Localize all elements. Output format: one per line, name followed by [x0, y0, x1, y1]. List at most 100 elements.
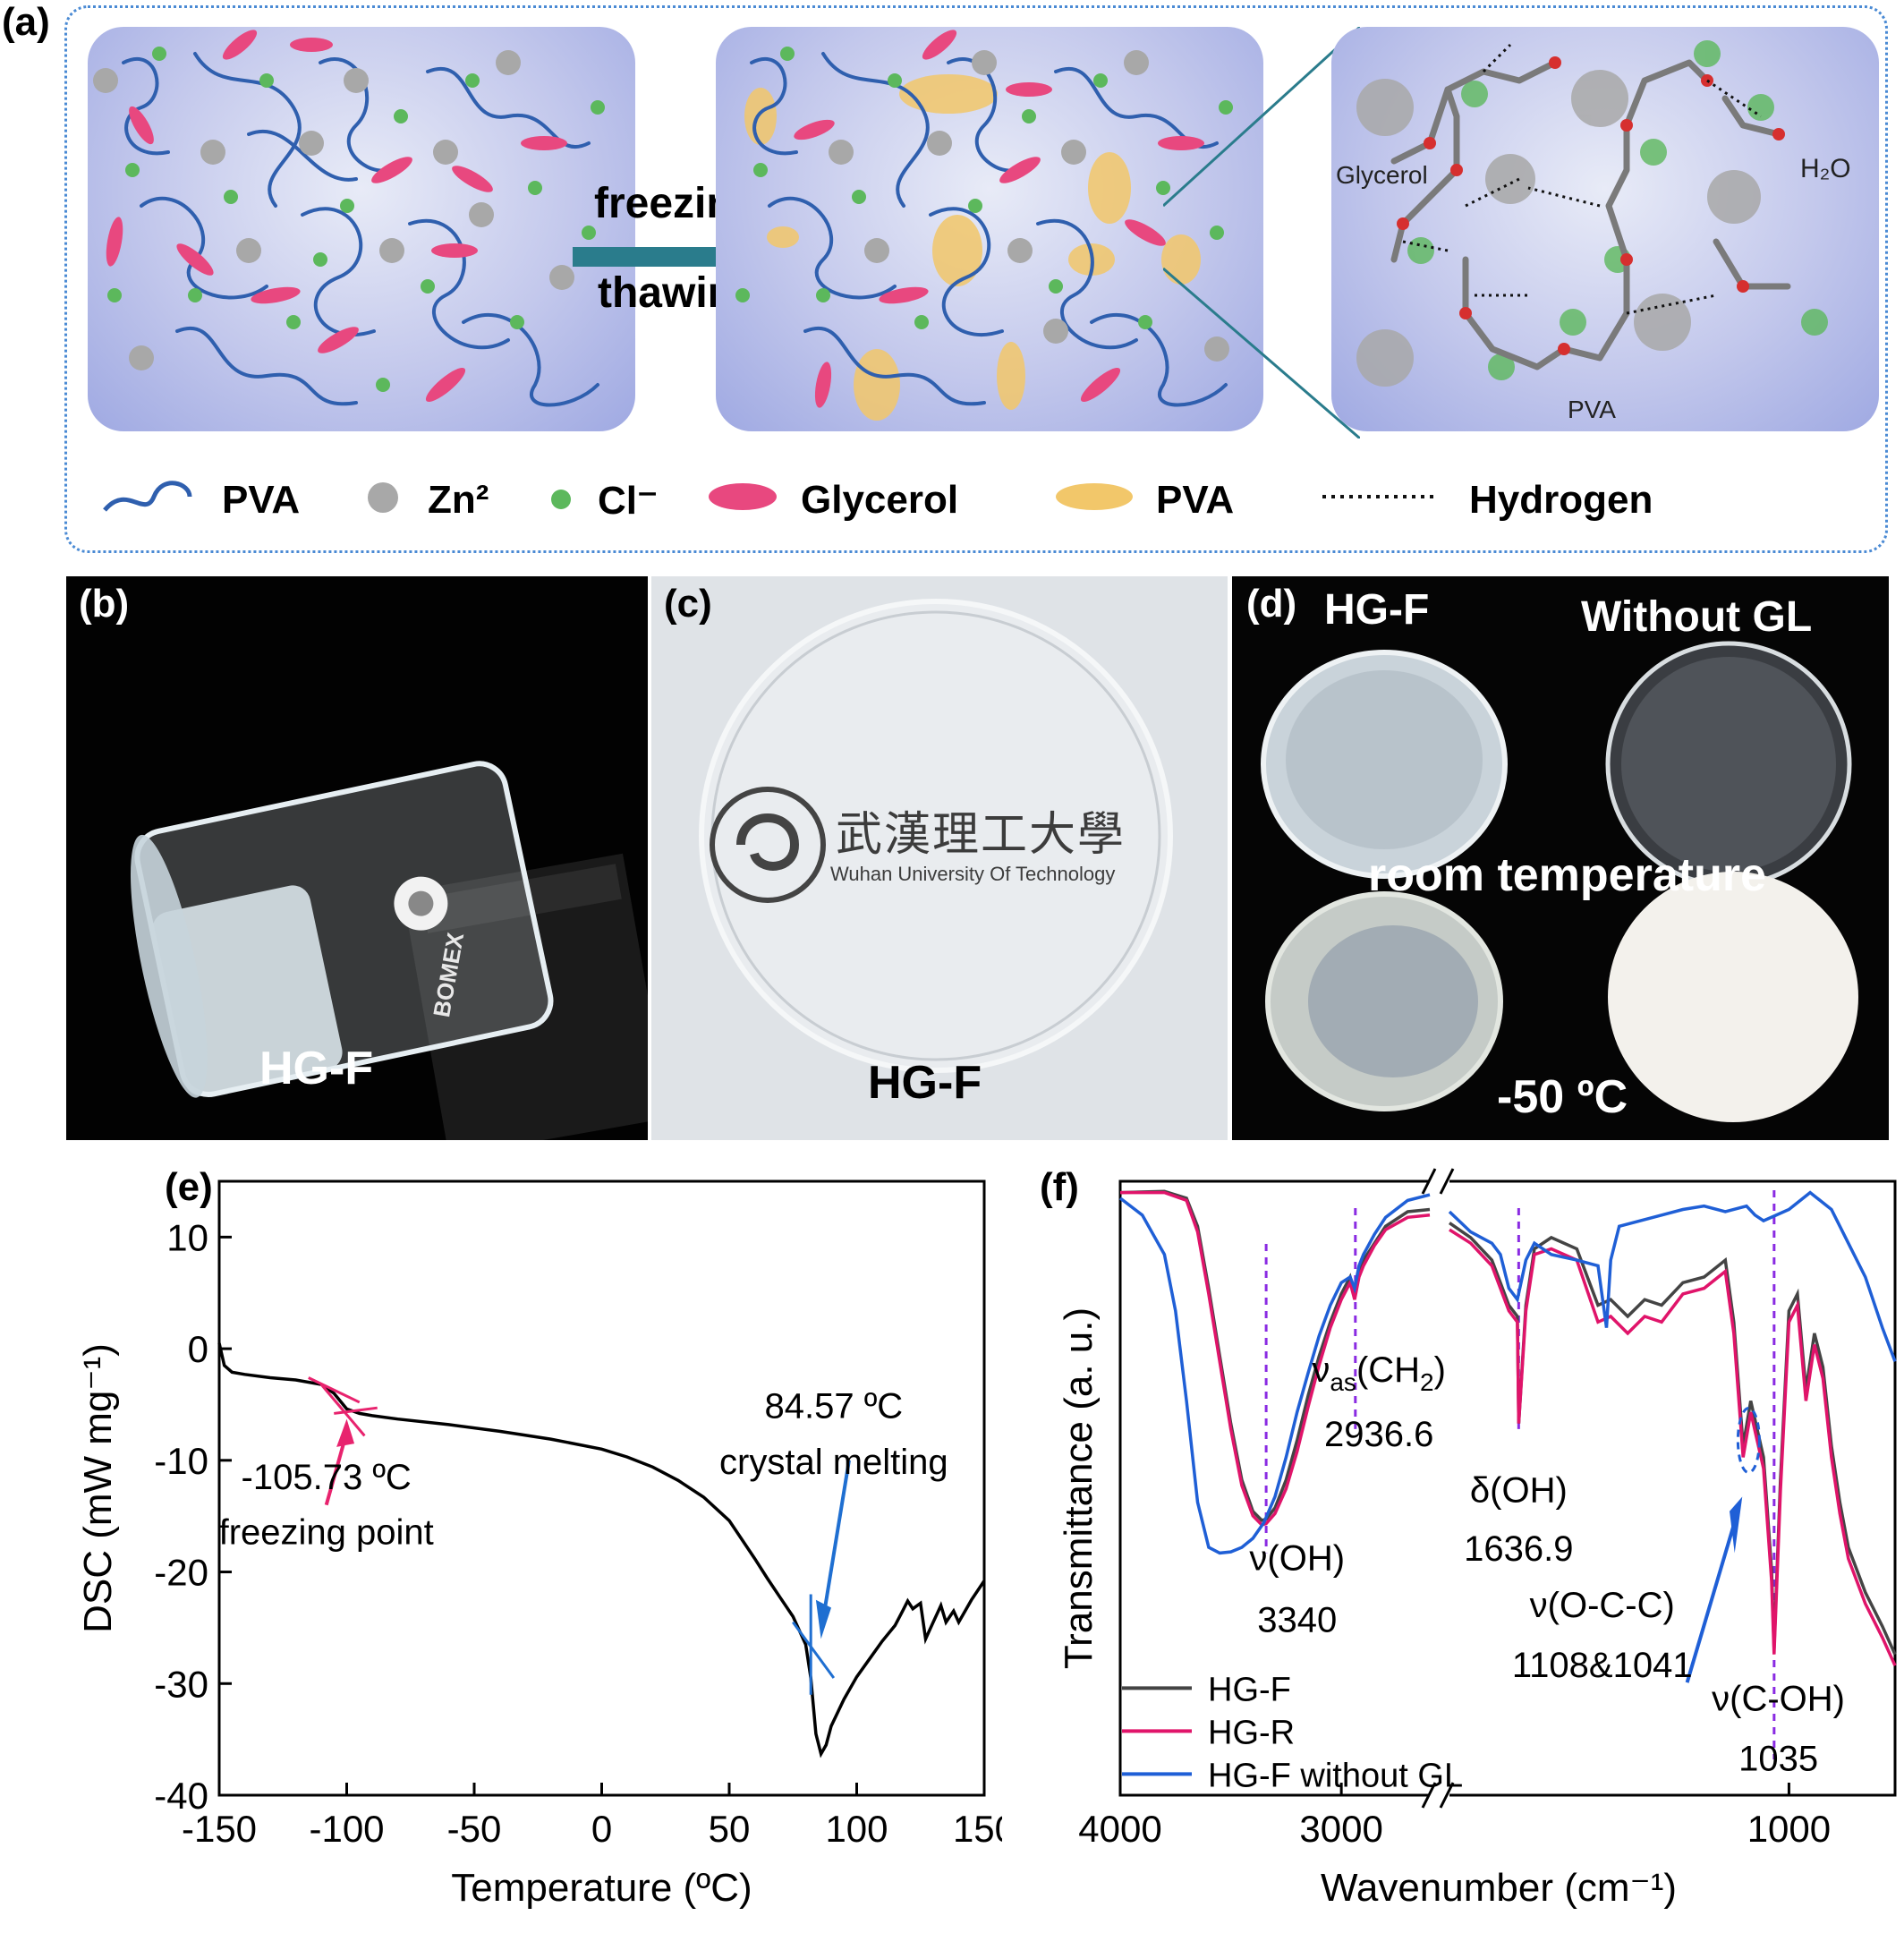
freezing-point-value: -105.73 ºC	[242, 1458, 412, 1497]
zn-ion-icon	[368, 482, 398, 513]
y-tick-label: -10	[154, 1440, 208, 1482]
x-tick-label: -150	[182, 1808, 257, 1850]
y-tick-label: -30	[154, 1663, 208, 1705]
room-temperature-label: room temperature	[1368, 849, 1766, 901]
zoom-label-water: H₂O	[1800, 154, 1851, 183]
panel-e-label: (e)	[165, 1165, 213, 1209]
y-axis-label: Transmittance (a. u.)	[1057, 1307, 1101, 1669]
panel-c-photo: (c) 武漢理工大學 Wuhan University Of Technolog…	[651, 576, 1228, 1140]
annotation-voh-label: ν(OH)	[1249, 1538, 1345, 1578]
annotation-vch2-part: )	[1434, 1350, 1446, 1390]
university-name-en: Wuhan University Of Technology	[830, 863, 1116, 885]
highlight-ellipse	[1736, 1407, 1761, 1475]
y-tick-label: -20	[154, 1552, 208, 1594]
highlight-pointer-head	[1730, 1496, 1743, 1554]
sample-left-label: HG-F	[1324, 586, 1430, 634]
annotation-vch2-part: (CH	[1356, 1350, 1420, 1390]
beaker-image	[130, 761, 648, 1140]
panel-c-caption: HG-F	[868, 1057, 982, 1109]
legend-text-zn: Zn²	[428, 478, 489, 522]
panel-a-label: (a)	[2, 0, 50, 44]
melting-pointer-head	[815, 1599, 831, 1639]
pre-freeze-network	[93, 30, 605, 407]
legend-entry: HG-R	[1208, 1714, 1295, 1751]
series-line-hg-r-fingerprint	[1449, 1228, 1897, 1666]
zoom-lines	[1163, 27, 1360, 439]
zoom-label-glycerol: Glycerol	[1336, 161, 1428, 189]
y-tick-label: 10	[166, 1216, 208, 1258]
x-axis-label: Temperature (ºC)	[451, 1866, 752, 1910]
pre-freeze-scene	[88, 27, 635, 431]
zoom-label-pva: PVA	[1568, 396, 1616, 423]
axis-break-mark	[1421, 1782, 1437, 1809]
annotation-voc-label: ν(O-C-C)	[1530, 1586, 1675, 1625]
legend-text-cl: Cl⁻	[598, 479, 659, 523]
annotation-vch2-part: ν	[1312, 1350, 1330, 1390]
x-tick-label: 4000	[1078, 1808, 1161, 1850]
panel-d-label: (d)	[1246, 582, 1297, 626]
series-line-hg-f-without-gl-fingerprint	[1448, 1190, 1897, 1363]
pva-chain-icon	[103, 481, 192, 512]
x-tick-label: -50	[447, 1808, 502, 1850]
x-tick-label: 100	[825, 1808, 888, 1850]
legend-text-pva-chain: PVA	[222, 478, 301, 522]
legend-entry: HG-F	[1208, 1671, 1291, 1708]
y-axis-label: DSC (mW mg⁻¹)	[76, 1343, 120, 1633]
melting-pointer-arrow	[821, 1460, 851, 1617]
molecular-zoom-scene	[1331, 27, 1879, 431]
annotation-vch2-label: νas(CH2)	[1312, 1350, 1446, 1396]
annotation-vcoh-value: 1035	[1738, 1739, 1818, 1778]
panel-d-photo: (d) HG-F Without GL room temperature -50…	[1232, 576, 1889, 1140]
panel-c-label: (c)	[664, 582, 712, 626]
dsc-curve	[217, 1342, 986, 1758]
legend-text-hydrogen: Hydrogen	[1469, 478, 1653, 522]
annotation-voc-value: 1108&1041	[1512, 1646, 1693, 1685]
y-tick-label: -40	[154, 1775, 208, 1817]
annotation-vcoh-label: ν(C-OH)	[1712, 1680, 1845, 1719]
post-freeze-scene	[716, 27, 1263, 431]
samples-image	[1261, 641, 1858, 1122]
molecular-structure	[1356, 40, 1828, 387]
melting-tangent-line	[792, 1621, 836, 1679]
annotation-doh-value: 1636.9	[1464, 1529, 1573, 1569]
x-tick-label: 150	[953, 1808, 1002, 1850]
annotation-vch2-value: 2936.6	[1324, 1415, 1433, 1454]
panel-b-caption: HG-F	[259, 1043, 374, 1094]
cl-ion-icon	[551, 490, 571, 509]
x-tick-label: 1000	[1747, 1808, 1831, 1850]
freezing-tangent-line	[308, 1376, 361, 1404]
axis-break-mark	[1421, 1168, 1437, 1195]
annotation-doh-label: δ(OH)	[1470, 1471, 1568, 1511]
panel-b-photo: (b) BOMEX HG-F	[66, 576, 648, 1140]
pva-crystallite-icon	[1056, 483, 1133, 510]
annotation-vch2-part: 2	[1420, 1368, 1434, 1396]
annotation-vch2-part: as	[1330, 1368, 1356, 1396]
ftir-plot-frame	[1118, 1179, 1897, 1797]
y-tick-label: 0	[188, 1328, 208, 1370]
dsc-chart: -150-100-50050100150100-10-20-30-40Tempe…	[76, 1179, 1002, 1910]
hydrogen-bond-icon	[1322, 495, 1437, 498]
x-tick-label: -100	[309, 1808, 384, 1850]
panel-f-label: (f)	[1040, 1165, 1079, 1209]
sample-right-label: Without GL	[1581, 593, 1813, 641]
axis-break-mark	[1439, 1782, 1455, 1809]
film-image	[699, 599, 1173, 1073]
x-tick-label: 0	[591, 1808, 612, 1850]
freezing-tangent-line	[319, 1384, 366, 1437]
post-freeze-network	[735, 30, 1233, 421]
legend-text-pva-crystallite: PVA	[1156, 478, 1235, 522]
highlight-pointer-arrow	[1685, 1524, 1736, 1683]
freezing-pointer-head	[336, 1418, 355, 1447]
annotation-voh-value: 3340	[1257, 1600, 1337, 1639]
legend-entry: HG-F without GL	[1208, 1757, 1463, 1794]
melting-point-value: 84.57 ºC	[764, 1386, 903, 1426]
x-tick-label: 50	[709, 1808, 751, 1850]
freezing-tangent-line	[334, 1406, 378, 1415]
melting-point-caption: crystal melting	[719, 1443, 948, 1482]
series-line-hg-f-without-gl	[1118, 1193, 1431, 1555]
glycerol-icon	[709, 483, 777, 510]
series-line-hg-r	[1120, 1190, 1431, 1527]
ftir-chart: 4000 3000 1000 Wavenumber (cm⁻¹) Transmittan…	[1057, 1167, 1897, 1910]
low-temperature-label: -50 ºC	[1497, 1071, 1628, 1123]
panel-b-label: (b)	[79, 582, 130, 626]
